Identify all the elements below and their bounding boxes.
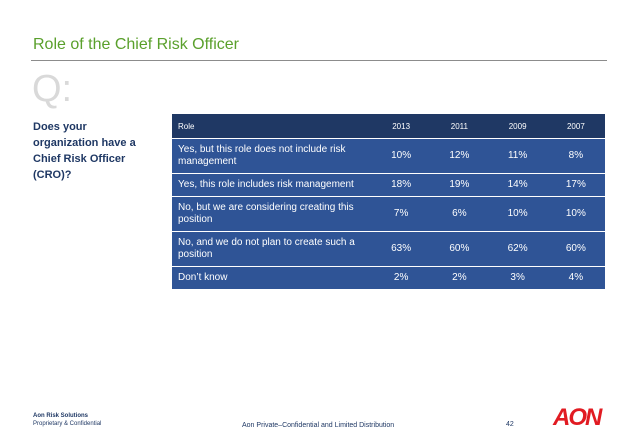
slide-title: Role of the Chief Risk Officer bbox=[33, 36, 240, 53]
aon-logo: AON bbox=[553, 404, 602, 431]
role-cell: No, but we are considering creating this… bbox=[172, 197, 372, 232]
role-cell: Yes, this role includes risk management bbox=[172, 174, 372, 197]
header-role: Role bbox=[172, 114, 372, 139]
header-year-2009: 2009 bbox=[488, 114, 547, 139]
table-row: Don’t know 2% 2% 3% 4% bbox=[172, 267, 605, 290]
value-cell: 4% bbox=[546, 267, 605, 290]
title-divider bbox=[31, 60, 607, 61]
role-cell: No, and we do not plan to create such a … bbox=[172, 232, 372, 267]
value-cell: 2% bbox=[430, 267, 489, 290]
role-cell: Yes, but this role does not include risk… bbox=[172, 139, 372, 174]
value-cell: 10% bbox=[488, 197, 547, 232]
question-mark-label: Q: bbox=[32, 68, 73, 110]
footer-company-block: Aon Risk Solutions Proprietary & Confide… bbox=[33, 412, 101, 428]
footer-company: Aon Risk Solutions bbox=[33, 413, 89, 419]
header-year-2011: 2011 bbox=[430, 114, 489, 139]
footer-notice: Aon Private–Confidential and Limited Dis… bbox=[242, 422, 395, 429]
value-cell: 11% bbox=[488, 139, 547, 174]
value-cell: 62% bbox=[488, 232, 547, 267]
page-number: 42 bbox=[506, 421, 514, 428]
value-cell: 12% bbox=[430, 139, 489, 174]
value-cell: 18% bbox=[372, 174, 431, 197]
value-cell: 3% bbox=[488, 267, 547, 290]
value-cell: 60% bbox=[546, 232, 605, 267]
table-row: Yes, but this role does not include risk… bbox=[172, 139, 605, 174]
table-row: No, and we do not plan to create such a … bbox=[172, 232, 605, 267]
value-cell: 14% bbox=[488, 174, 547, 197]
value-cell: 10% bbox=[546, 197, 605, 232]
value-cell: 60% bbox=[430, 232, 489, 267]
header-year-2007: 2007 bbox=[546, 114, 605, 139]
header-year-2013: 2013 bbox=[372, 114, 431, 139]
value-cell: 2% bbox=[372, 267, 431, 290]
table-header-row: Role 2013 2011 2009 2007 bbox=[172, 114, 605, 139]
value-cell: 7% bbox=[372, 197, 431, 232]
table-row: Yes, this role includes risk management … bbox=[172, 174, 605, 197]
survey-results-table: Role 2013 2011 2009 2007 Yes, but this r… bbox=[172, 114, 605, 290]
value-cell: 10% bbox=[372, 139, 431, 174]
table-row: No, but we are considering creating this… bbox=[172, 197, 605, 232]
value-cell: 63% bbox=[372, 232, 431, 267]
role-cell: Don’t know bbox=[172, 267, 372, 290]
footer-classification: Proprietary & Confidential bbox=[33, 421, 102, 427]
value-cell: 6% bbox=[430, 197, 489, 232]
value-cell: 8% bbox=[546, 139, 605, 174]
value-cell: 19% bbox=[430, 174, 489, 197]
value-cell: 17% bbox=[546, 174, 605, 197]
survey-question: Does your organization have a Chief Risk… bbox=[33, 121, 136, 181]
